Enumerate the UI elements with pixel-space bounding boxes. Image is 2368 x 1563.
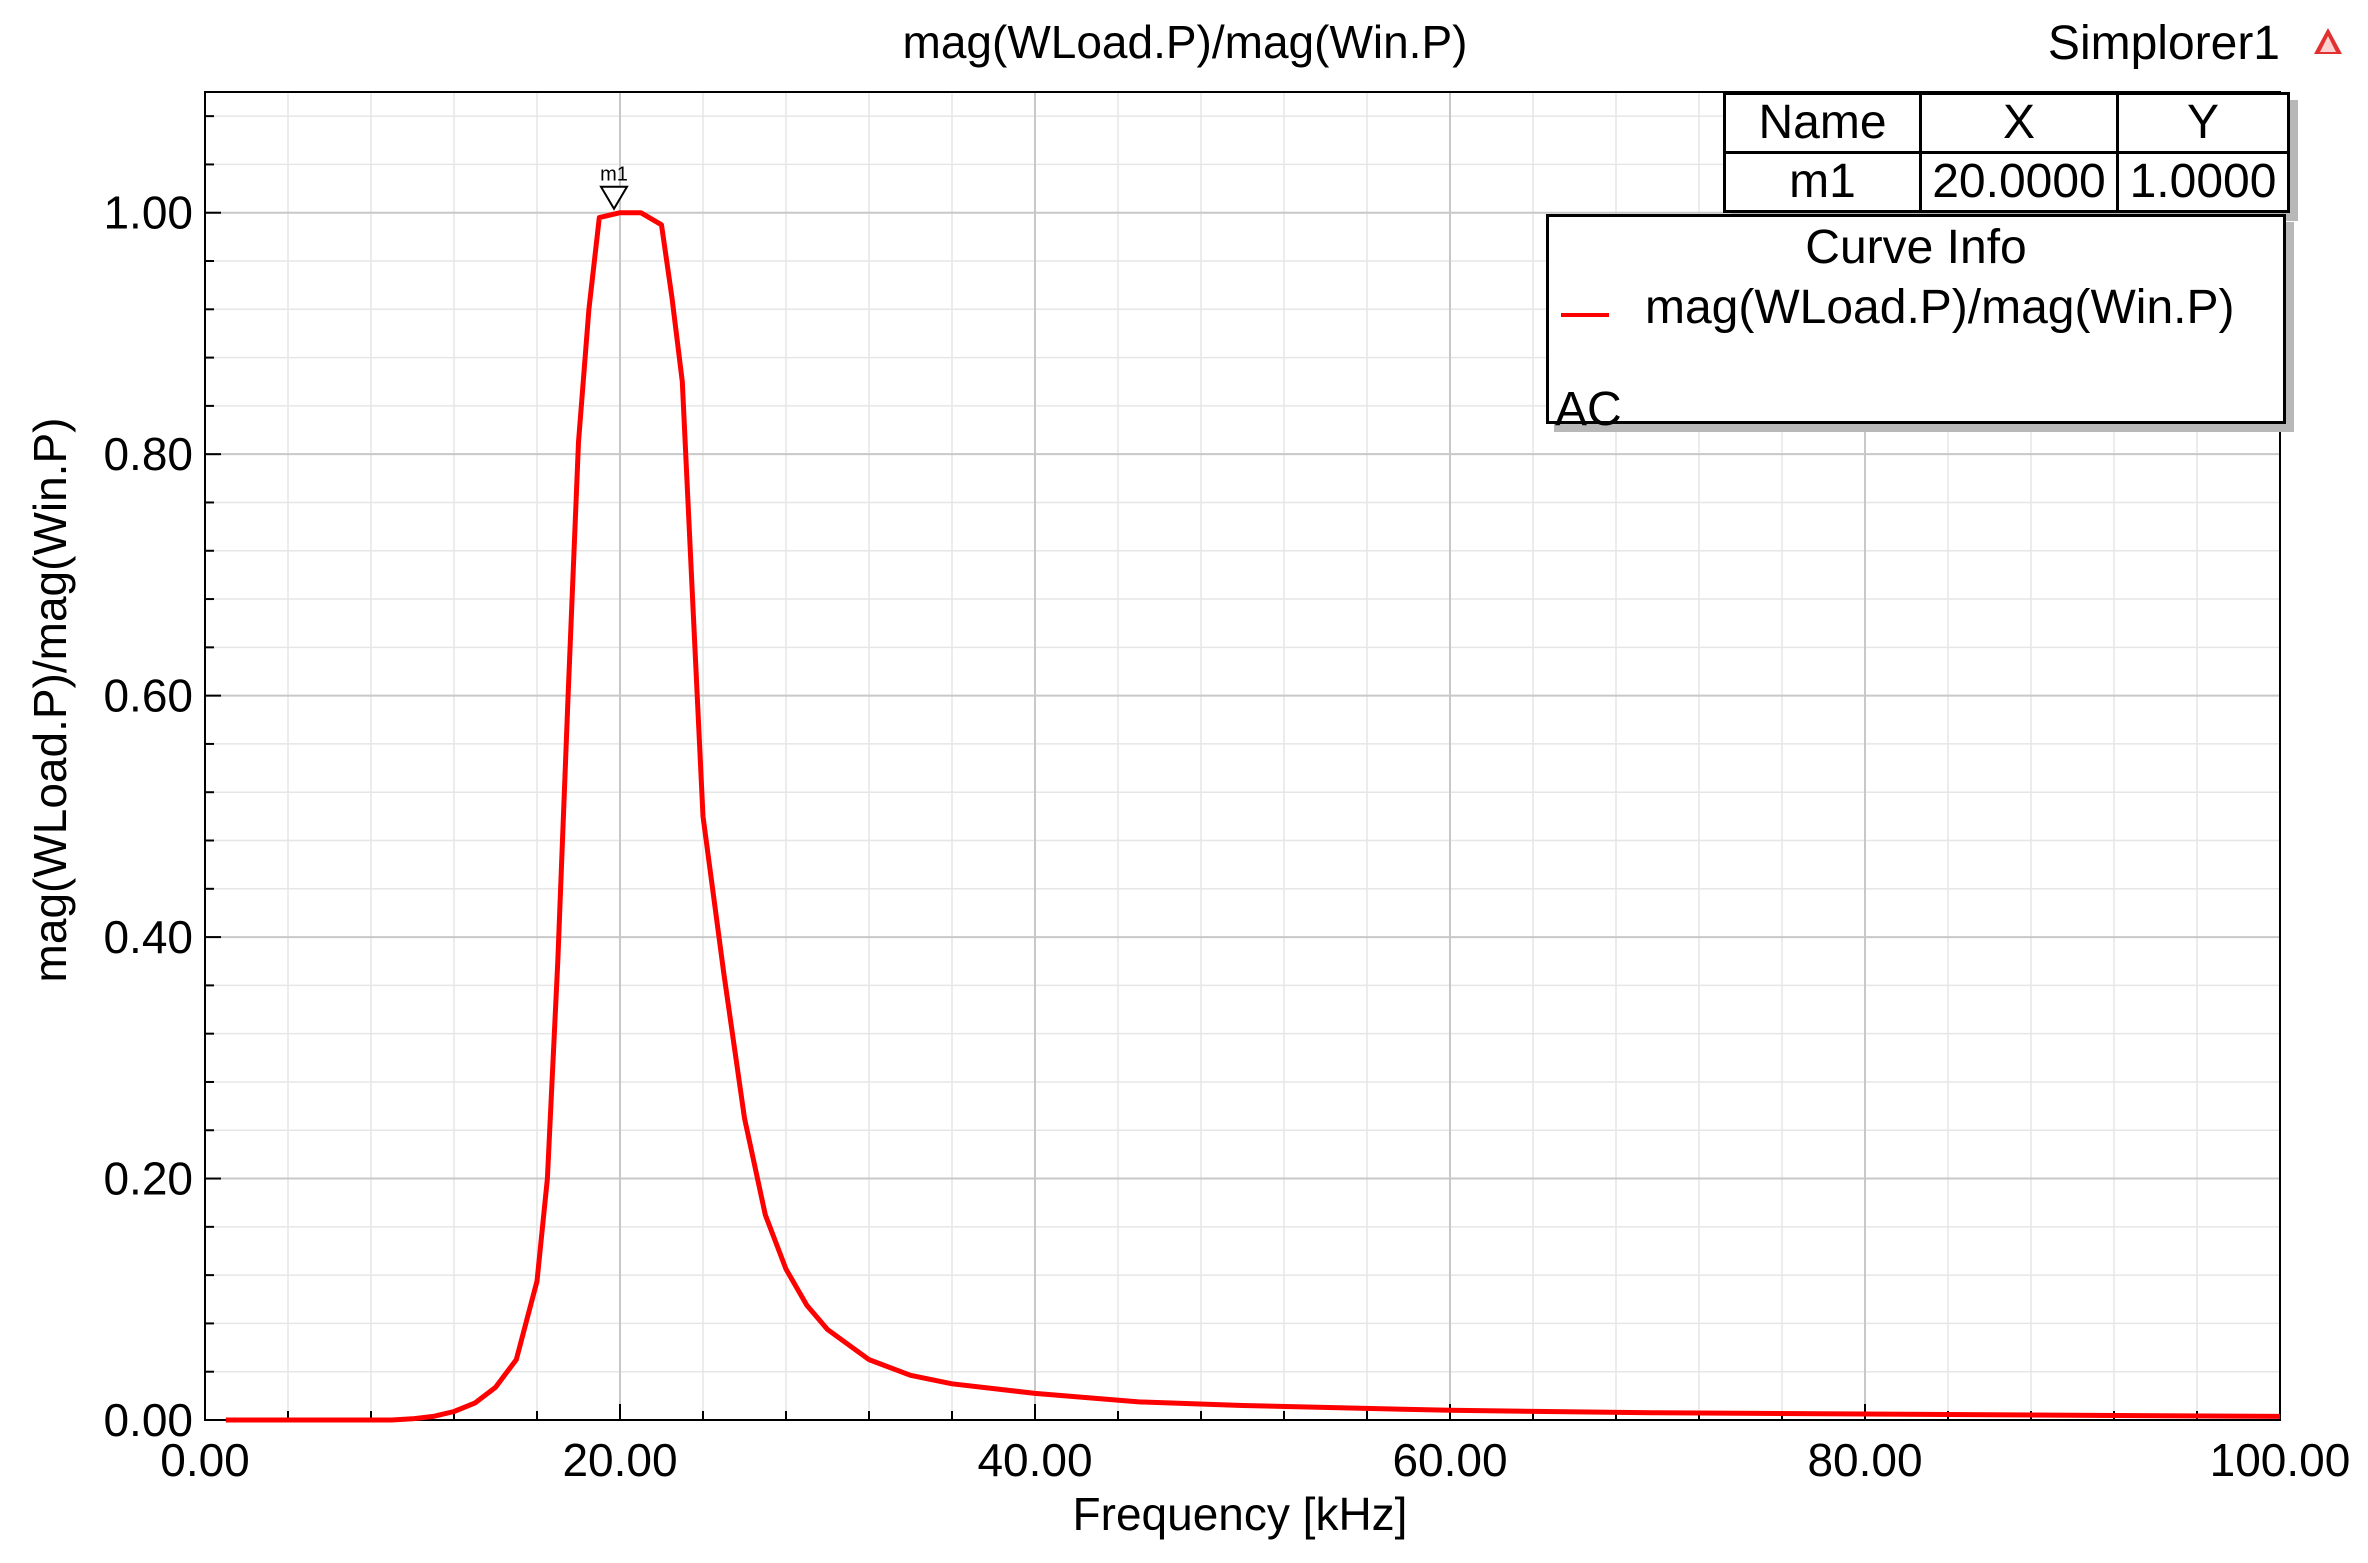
marker-name-cell: m1 xyxy=(1723,151,1922,213)
y-tick-label: 1.00 xyxy=(103,187,193,239)
axis-ticks xyxy=(204,115,2281,1421)
marker-layer[interactable]: m1 xyxy=(599,164,629,211)
y-tick-label: 0.60 xyxy=(103,670,193,722)
y-axis-label: mag(WLoad.P)/mag(Win.P) xyxy=(24,418,76,983)
marker-table-header-cell: Name xyxy=(1723,92,1922,154)
curve-info-title: Curve Info xyxy=(1805,221,2027,274)
chart-title: mag(WLoad.P)/mag(Win.P) xyxy=(903,16,1468,68)
y-tick-label: 0.00 xyxy=(103,1394,193,1446)
x-tick-label: 40.00 xyxy=(977,1434,1092,1486)
marker-table-row[interactable]: m1 20.0000 1.0000 xyxy=(1723,151,2290,213)
design-name-label: Simplorer1 xyxy=(2047,17,2280,70)
marker-x-cell: 20.0000 xyxy=(1919,151,2119,213)
marker-table-header-cell: X xyxy=(1919,92,2119,154)
y-tick-label: 0.20 xyxy=(103,1153,193,1205)
marker-label: m1 xyxy=(600,164,628,186)
marker-table[interactable]: Name X Y m1 20.0000 1.0000 xyxy=(1723,92,2290,213)
x-axis-label: Frequency [kHz] xyxy=(1073,1488,1408,1540)
x-tick-label: 0.00 xyxy=(160,1434,250,1486)
x-tick-label: 60.00 xyxy=(1392,1434,1507,1486)
y-tick-label: 0.80 xyxy=(103,428,193,480)
legend-series-name: mag(WLoad.P)/mag(Win.P) xyxy=(1645,281,2235,334)
marker-table-header: Name X Y xyxy=(1723,92,2290,154)
legend-entry[interactable]: mag(WLoad.P)/mag(Win.P) AC xyxy=(1549,275,2283,436)
series-layer xyxy=(225,210,2281,1423)
ansys-simplorer-icon xyxy=(2314,28,2342,54)
x-tick-label: 100.00 xyxy=(2210,1434,2351,1486)
x-tick-label: 80.00 xyxy=(1807,1434,1922,1486)
legend-series-analysis: AC xyxy=(1555,383,1622,436)
marker-y-cell: 1.0000 xyxy=(2116,151,2290,213)
marker-table-header-cell: Y xyxy=(2116,92,2290,154)
curve-info-legend[interactable]: Curve Info mag(WLoad.P)/mag(Win.P) AC xyxy=(1546,214,2286,436)
x-tick-label: 20.00 xyxy=(562,1434,677,1486)
x-tick-labels: 0.00 20.00 40.00 60.00 80.00 100.00 xyxy=(160,1434,2350,1486)
marker-triangle xyxy=(599,185,629,211)
y-tick-label: 0.40 xyxy=(103,911,193,963)
y-tick-labels: 0.00 0.20 0.40 0.60 0.80 1.00 xyxy=(103,187,193,1446)
legend-swatch xyxy=(1561,313,1609,317)
plot-area-frame xyxy=(204,91,2281,1421)
series-line xyxy=(225,210,2281,1423)
